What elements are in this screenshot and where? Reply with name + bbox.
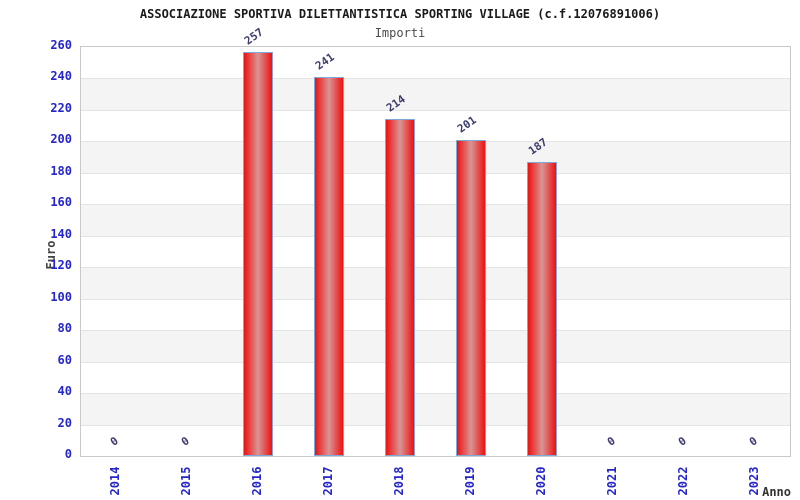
bar-2018 <box>385 119 416 456</box>
y-tick-label: 20 <box>57 415 72 430</box>
bar-value-label: 0 <box>108 434 122 449</box>
gridline <box>81 78 790 80</box>
gridline <box>81 141 790 143</box>
gridline <box>81 393 790 395</box>
bar-value-label: 0 <box>746 434 760 449</box>
bar-2016 <box>243 51 274 456</box>
y-tick-label: 160 <box>50 195 72 210</box>
y-tick-label: 80 <box>57 321 72 336</box>
plot-band <box>81 78 790 110</box>
bar-value-label: 0 <box>604 434 618 449</box>
y-tick-label: 240 <box>50 69 72 84</box>
gridline <box>81 424 790 426</box>
gridline <box>81 235 790 237</box>
x-tick-label: 2020 <box>533 466 548 496</box>
plot-area: 0 0 257 241 214 201 187 0 0 0 <box>80 25 791 457</box>
y-tick-label: 220 <box>50 100 72 115</box>
y-tick-label: 200 <box>50 132 72 147</box>
bar-value-label: 0 <box>179 434 193 449</box>
x-tick-label: 2017 <box>321 466 336 496</box>
plot-band <box>81 204 790 236</box>
x-tick-label: 2022 <box>675 466 690 496</box>
x-tick-label: 2019 <box>462 466 477 496</box>
gridline <box>81 109 790 111</box>
bar-2017 <box>314 76 345 456</box>
x-tick-label: 2015 <box>179 466 194 496</box>
x-axis-label: Anno <box>762 485 791 499</box>
y-tick-label: 140 <box>50 226 72 241</box>
y-tick-label: 180 <box>50 163 72 178</box>
x-tick-label: 2014 <box>108 466 123 496</box>
gridline <box>81 172 790 174</box>
y-tick-label: 100 <box>50 289 72 304</box>
chart-subtitle: Importi <box>374 26 426 40</box>
plot-band <box>81 141 790 173</box>
x-tick-label: 2023 <box>746 466 761 496</box>
plot-band <box>81 393 790 425</box>
y-tick-label: 0 <box>64 447 72 461</box>
y-tick-label: 40 <box>57 384 72 399</box>
bar-value-label: 0 <box>675 434 689 449</box>
x-tick-label: 2016 <box>250 466 265 496</box>
bar-value-label: 201 <box>455 113 479 136</box>
bar-value-label: 241 <box>313 50 337 73</box>
x-tick-label: 2021 <box>604 466 619 496</box>
gridline <box>81 361 790 363</box>
plot-band <box>81 330 790 362</box>
gridline <box>81 267 790 269</box>
bar-2019 <box>455 139 486 456</box>
chart-title: ASSOCIAZIONE SPORTIVA DILETTANTISTICA SP… <box>139 7 661 21</box>
y-tick-label: 120 <box>50 258 72 273</box>
gridline <box>81 204 790 206</box>
y-tick-label: 60 <box>57 352 72 367</box>
y-tick-label: 260 <box>50 38 72 52</box>
gridline <box>81 330 790 332</box>
bar-2020 <box>526 161 557 456</box>
plot-band <box>81 267 790 299</box>
x-tick-label: 2018 <box>392 466 407 496</box>
gridline <box>81 298 790 300</box>
